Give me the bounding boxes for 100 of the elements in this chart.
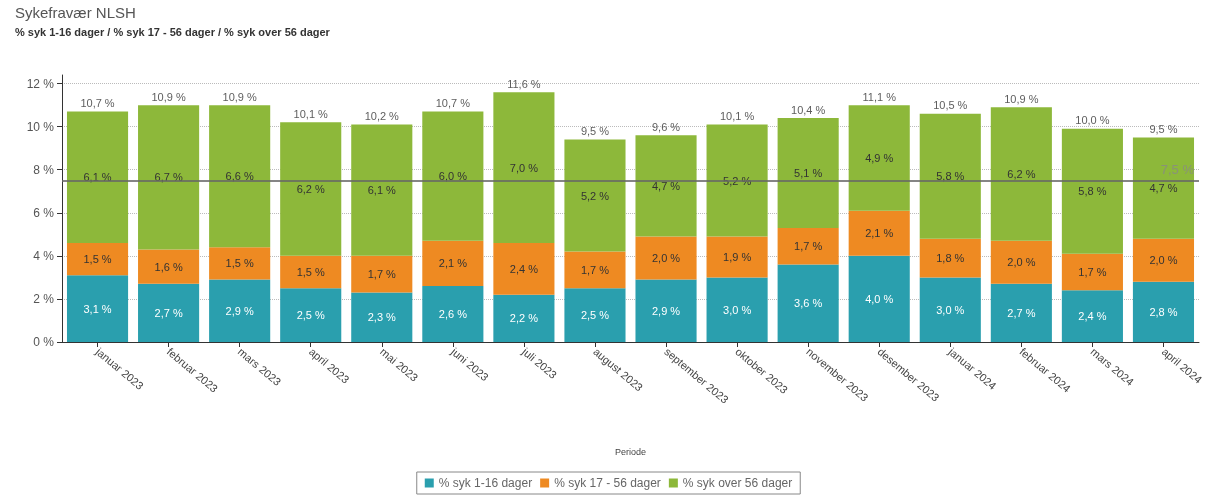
data-label: 2,0 % bbox=[1149, 254, 1178, 267]
bar bbox=[493, 294, 555, 342]
data-label: 1,9 % bbox=[723, 250, 752, 263]
bar bbox=[1061, 290, 1123, 342]
bar bbox=[138, 249, 200, 284]
bar bbox=[66, 275, 129, 342]
bar bbox=[66, 111, 129, 243]
bar bbox=[351, 124, 413, 256]
data-label: 5,1 % bbox=[794, 166, 823, 179]
total-label: 10,2 % bbox=[364, 110, 400, 123]
data-label: 2,6 % bbox=[438, 308, 468, 321]
data-label: 1,5 % bbox=[296, 266, 325, 279]
data-label: 3,1 % bbox=[83, 302, 112, 315]
bar bbox=[1132, 281, 1195, 342]
data-label: 1,7 % bbox=[367, 268, 397, 281]
total-label: 10,9 % bbox=[151, 90, 186, 103]
total-label: 10,4 % bbox=[791, 103, 826, 116]
bar bbox=[919, 277, 981, 342]
bar bbox=[493, 242, 555, 295]
data-label: 5,8 % bbox=[1078, 185, 1107, 198]
data-label: 4,9 % bbox=[865, 151, 894, 164]
bar bbox=[1061, 253, 1123, 291]
bar bbox=[209, 105, 271, 248]
data-label: 6,2 % bbox=[296, 183, 325, 196]
data-label: 7,0 % bbox=[509, 161, 539, 174]
bar bbox=[848, 210, 910, 256]
data-label: 2,4 % bbox=[509, 262, 539, 275]
data-label: 2,9 % bbox=[225, 304, 254, 317]
total-label: 10,1 % bbox=[719, 110, 755, 123]
data-label: 3,6 % bbox=[794, 297, 823, 310]
bar bbox=[66, 242, 129, 276]
bar bbox=[422, 111, 484, 241]
data-label: 3,0 % bbox=[723, 303, 752, 316]
bar bbox=[777, 227, 839, 265]
bar bbox=[422, 286, 484, 342]
data-label: 1,6 % bbox=[154, 260, 183, 273]
total-label: 10,1 % bbox=[293, 107, 329, 120]
data-label: 4,7 % bbox=[1149, 182, 1178, 195]
data-label: 2,5 % bbox=[580, 309, 610, 322]
bar bbox=[990, 283, 1052, 342]
data-label: 6,0 % bbox=[438, 170, 468, 183]
data-label: 2,1 % bbox=[865, 227, 894, 240]
bar bbox=[1132, 137, 1195, 239]
legend-label: % syk 1-16 dager bbox=[438, 476, 533, 490]
bar bbox=[280, 122, 342, 256]
y-tick-label: 2 % bbox=[33, 291, 55, 306]
legend-label: % syk 17 - 56 dager bbox=[554, 476, 661, 490]
bar bbox=[280, 288, 342, 342]
y-tick-label: 10 % bbox=[26, 119, 55, 134]
data-label: 6,6 % bbox=[225, 170, 254, 183]
total-label: 11,1 % bbox=[862, 90, 897, 103]
bar bbox=[848, 105, 910, 211]
bar bbox=[919, 113, 981, 239]
total-label: 10,0 % bbox=[1075, 114, 1110, 127]
data-label: 5,2 % bbox=[580, 189, 610, 202]
data-label: 2,7 % bbox=[1007, 306, 1036, 319]
data-label: 2,7 % bbox=[154, 306, 183, 319]
bar bbox=[351, 255, 413, 293]
total-label: 10,7 % bbox=[80, 97, 115, 110]
total-label: 10,9 % bbox=[1004, 92, 1039, 105]
bar bbox=[138, 283, 200, 342]
bar bbox=[635, 236, 697, 280]
data-label: 6,7 % bbox=[154, 171, 183, 184]
bar bbox=[990, 107, 1052, 241]
bar bbox=[1061, 128, 1123, 254]
data-label: 2,5 % bbox=[296, 309, 325, 322]
bar bbox=[706, 124, 768, 237]
total-label: 10,9 % bbox=[222, 90, 257, 103]
y-tick-label: 4 % bbox=[33, 248, 55, 263]
legend-label: % syk over 56 dager bbox=[682, 476, 793, 490]
data-label: 2,0 % bbox=[1007, 256, 1036, 269]
data-label: 1,5 % bbox=[83, 253, 112, 266]
total-label: 9,5 % bbox=[1149, 122, 1178, 135]
bar bbox=[564, 251, 626, 289]
data-label: 2,8 % bbox=[1149, 305, 1178, 318]
bar bbox=[919, 238, 981, 278]
data-label: 2,4 % bbox=[1078, 310, 1107, 323]
x-axis-title: Periode bbox=[614, 446, 647, 457]
y-tick-label: 12 % bbox=[26, 76, 55, 91]
data-label: 1,7 % bbox=[1078, 266, 1107, 279]
bar bbox=[777, 118, 839, 228]
data-label: 4,7 % bbox=[651, 179, 681, 192]
chart-subtitle: % syk 1-16 dager / % syk 17 - 56 dager / % syk over 56 dager bbox=[15, 25, 331, 38]
bar bbox=[777, 264, 839, 342]
bar bbox=[138, 105, 200, 250]
data-label: 4,0 % bbox=[865, 292, 894, 305]
data-label: 6,2 % bbox=[1007, 168, 1036, 181]
bar bbox=[706, 277, 768, 342]
data-label: 5,8 % bbox=[936, 170, 965, 183]
y-tick-label: 6 % bbox=[33, 205, 55, 220]
data-label: 2,9 % bbox=[651, 304, 681, 317]
data-label: 2,2 % bbox=[509, 312, 539, 325]
bar bbox=[351, 292, 413, 342]
y-tick-label: 8 % bbox=[33, 162, 55, 177]
bar bbox=[635, 279, 697, 342]
y-tick-label: 0 % bbox=[33, 335, 55, 349]
bar bbox=[280, 255, 342, 289]
bar bbox=[564, 288, 626, 342]
total-label: 9,6 % bbox=[651, 120, 681, 133]
bar bbox=[564, 139, 626, 252]
